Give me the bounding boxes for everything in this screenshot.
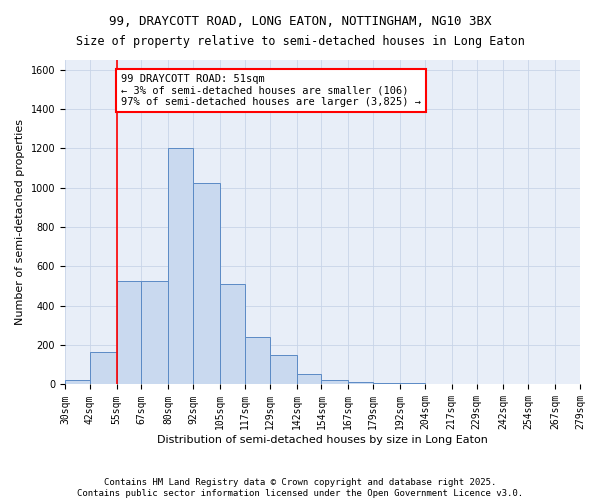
Bar (116, 281, 142, 384)
Text: Contains HM Land Registry data © Crown copyright and database right 2025.
Contai: Contains HM Land Registry data © Crown c… (77, 478, 523, 498)
Bar (142, 281, 169, 384)
Bar (245, 338, 270, 384)
Bar (220, 284, 245, 384)
Bar (90, 352, 116, 384)
Bar (65, 380, 90, 384)
Bar (349, 382, 373, 384)
Bar (322, 380, 349, 384)
Bar (270, 355, 296, 384)
Bar (169, 148, 193, 384)
X-axis label: Distribution of semi-detached houses by size in Long Eaton: Distribution of semi-detached houses by … (157, 435, 488, 445)
Bar (296, 374, 322, 384)
Text: 99 DRAYCOTT ROAD: 51sqm
← 3% of semi-detached houses are smaller (106)
97% of se: 99 DRAYCOTT ROAD: 51sqm ← 3% of semi-det… (121, 74, 421, 107)
Text: 99, DRAYCOTT ROAD, LONG EATON, NOTTINGHAM, NG10 3BX: 99, DRAYCOTT ROAD, LONG EATON, NOTTINGHA… (109, 15, 491, 28)
Bar (193, 183, 220, 384)
Text: Size of property relative to semi-detached houses in Long Eaton: Size of property relative to semi-detach… (76, 35, 524, 48)
Y-axis label: Number of semi-detached properties: Number of semi-detached properties (15, 119, 25, 325)
